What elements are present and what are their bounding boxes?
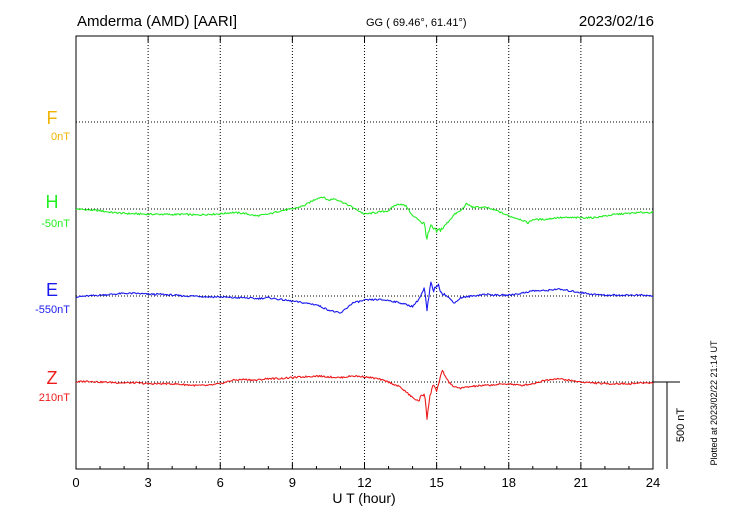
series-line-e [75, 281, 654, 314]
component-e-baseline: -550nT [35, 304, 70, 316]
x-axis: 0 3 6 9 12 15 18 21 24 [72, 36, 660, 490]
scale-bar-label: 500 nT [675, 408, 687, 443]
x-tick-label-0: 0 [72, 475, 79, 490]
plotted-at-note: Plotted at 2023/02/22 21:14 UT [709, 340, 719, 466]
component-z-label: Z [47, 368, 58, 388]
component-labels: F 0nT H -50nT E -550nT Z 210nT [35, 108, 70, 404]
series-line-z [75, 369, 654, 420]
vertical-grid [147, 36, 582, 469]
baseline-grid [76, 121, 653, 383]
component-h-baseline: -50nT [41, 218, 70, 230]
series-line-h [75, 196, 654, 240]
x-axis-title: U T (hour) [332, 490, 395, 506]
x-tick-label-24: 24 [646, 475, 660, 490]
component-z-baseline: 210nT [39, 392, 70, 404]
coordinates-label: GG ( 69.46°, 61.41°) [366, 17, 467, 29]
date-label: 2023/02/16 [579, 13, 654, 30]
x-tick-label-9: 9 [289, 475, 296, 490]
series-lines [75, 196, 654, 420]
x-tick-label-18: 18 [502, 475, 516, 490]
x-tick-label-12: 12 [357, 475, 371, 490]
x-tick-label-6: 6 [217, 475, 224, 490]
component-f-baseline: 0nT [51, 131, 70, 143]
scale-bar: 500 nT [653, 381, 687, 469]
x-tick-label-21: 21 [574, 475, 588, 490]
x-tick-label-3: 3 [145, 475, 152, 490]
component-f-label: F [47, 108, 58, 128]
component-e-label: E [46, 280, 58, 300]
station-title: Amderma (AMD) [AARI] [77, 13, 237, 30]
component-h-label: H [46, 192, 59, 212]
x-tick-label-15: 15 [429, 475, 443, 490]
